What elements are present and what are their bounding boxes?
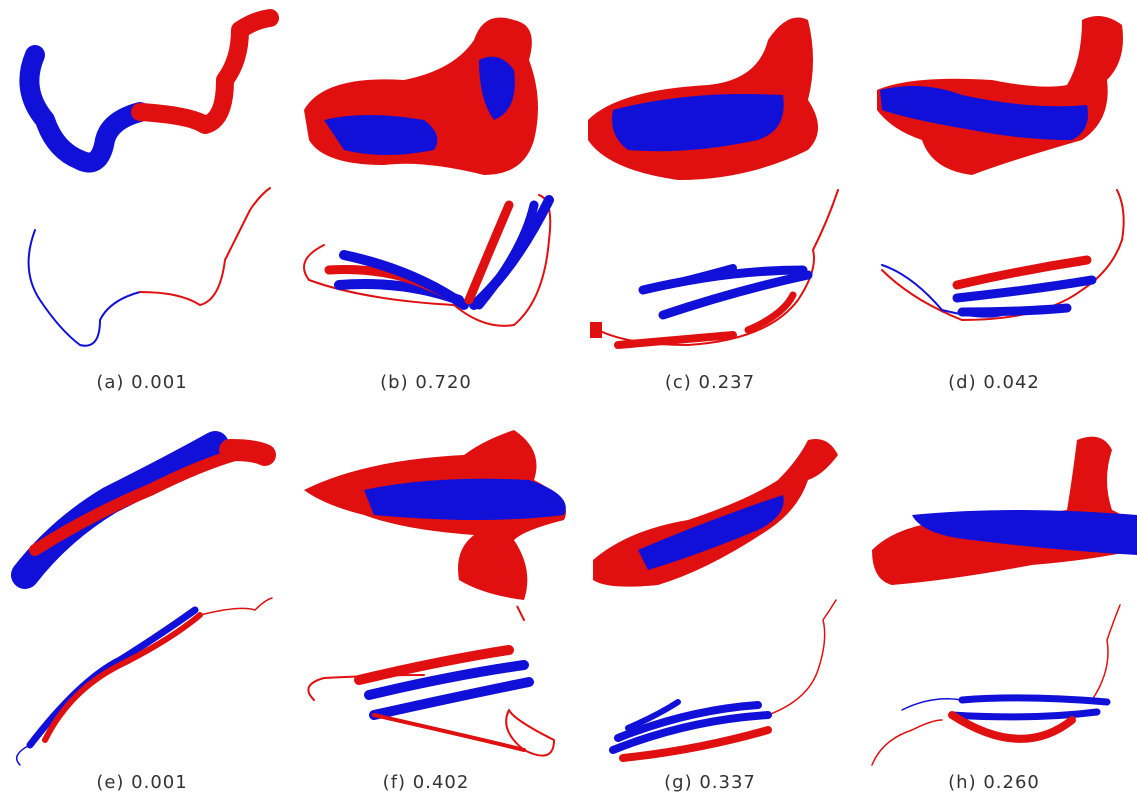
panel-d xyxy=(877,16,1124,320)
panel-g xyxy=(593,439,838,758)
caption: (c) 0.237 xyxy=(665,372,755,393)
caption: (a) 0.001 xyxy=(96,372,187,393)
page: (a) 0.001 (b) 0.720 (c) 0.237 (d) 0.042 … xyxy=(0,0,1137,801)
caption: (h) 0.260 xyxy=(948,772,1040,793)
caption: (f) 0.402 xyxy=(383,772,470,793)
caption: (e) 0.001 xyxy=(96,772,187,793)
panel-f xyxy=(304,430,566,756)
caption: (b) 0.720 xyxy=(380,372,472,393)
panel-a xyxy=(29,18,270,346)
panel-c xyxy=(588,18,838,346)
panel-h xyxy=(872,437,1137,765)
panel-e xyxy=(17,445,272,765)
caption: (g) 0.337 xyxy=(664,772,756,793)
caption: (d) 0.042 xyxy=(948,372,1040,393)
panel-b xyxy=(304,18,550,326)
figure: (a) 0.001 (b) 0.720 (c) 0.237 (d) 0.042 … xyxy=(0,0,1137,801)
